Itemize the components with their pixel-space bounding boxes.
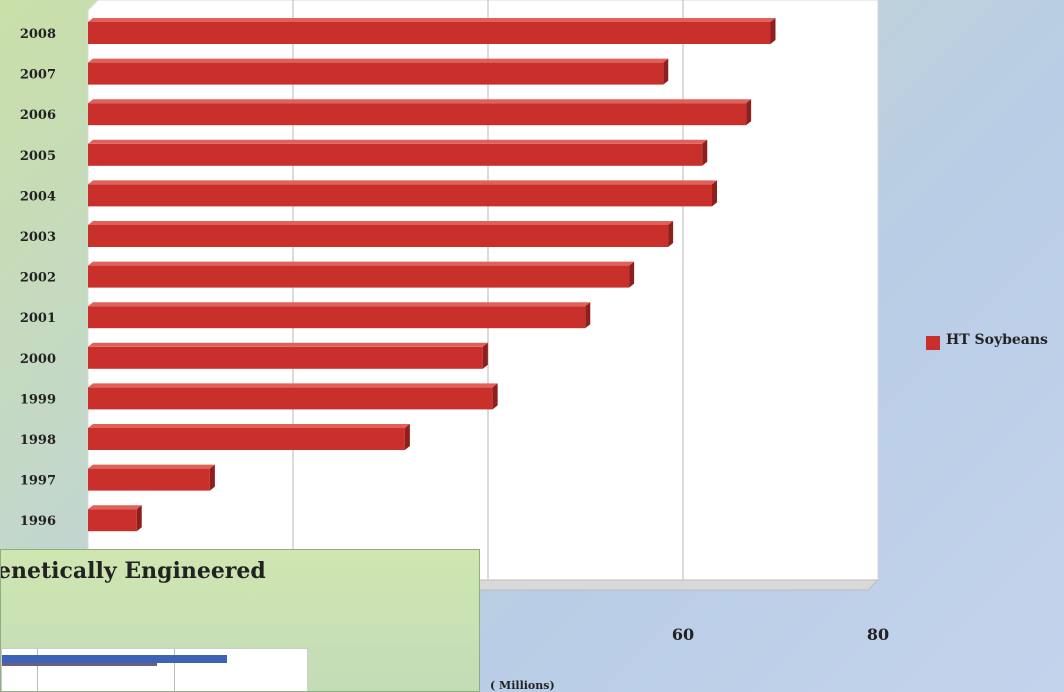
bar-top-face bbox=[88, 505, 142, 510]
x-axis-unit: ( Millions) bbox=[490, 679, 555, 692]
y-tick-label: 2006 bbox=[20, 108, 56, 123]
inset-chart: enetically Engineered bbox=[0, 549, 480, 692]
bar bbox=[88, 387, 493, 410]
bar bbox=[88, 184, 712, 207]
bar bbox=[88, 22, 771, 44]
bar-side-face bbox=[770, 18, 776, 44]
bar-top-face bbox=[88, 342, 488, 347]
legend-label: HT Soybeans bbox=[946, 332, 1048, 348]
legend: HT Soybeans bbox=[926, 330, 1048, 350]
bar bbox=[88, 428, 405, 450]
y-tick-labels: 2008 2007 2006 2005 2004 2003 2002 2001 2000 1999… bbox=[20, 27, 56, 529]
plot-area bbox=[86, 0, 880, 591]
bar-top-face bbox=[88, 221, 674, 225]
y-tick-label: 2008 bbox=[20, 27, 56, 42]
bar-side-face bbox=[404, 424, 410, 450]
bar bbox=[88, 103, 747, 126]
bar-side-face bbox=[482, 342, 488, 369]
y-tick-label: 2000 bbox=[20, 352, 56, 367]
bar-top-face bbox=[88, 99, 752, 104]
y-tick-label: 2007 bbox=[20, 68, 56, 83]
y-tick-label: 1999 bbox=[20, 392, 56, 407]
y-tick-label: 1996 bbox=[20, 514, 56, 529]
inset-gridline bbox=[174, 649, 175, 691]
bar-top-face bbox=[88, 383, 498, 388]
y-tick-label: 2003 bbox=[20, 230, 56, 245]
x-tick-label: 80 bbox=[867, 625, 889, 644]
bar-top-face bbox=[88, 302, 591, 307]
bar-side-face bbox=[492, 383, 498, 410]
bar bbox=[88, 265, 630, 288]
bar-top-face bbox=[88, 464, 215, 469]
y-tick-label: 1998 bbox=[20, 433, 56, 448]
bar bbox=[88, 509, 137, 532]
bar-side-face bbox=[629, 261, 635, 288]
bar-side-face bbox=[702, 139, 708, 166]
bar-side-face bbox=[668, 221, 674, 247]
x-tick-label: 60 bbox=[672, 625, 694, 644]
bar bbox=[88, 468, 210, 491]
y-tick-label: 1997 bbox=[20, 474, 56, 489]
y-tick-label: 2005 bbox=[20, 149, 56, 164]
inset-title: enetically Engineered bbox=[0, 558, 266, 584]
bar-top-face bbox=[88, 261, 635, 266]
bar bbox=[88, 143, 703, 166]
inset-gridline bbox=[37, 649, 38, 691]
bar-top-face bbox=[88, 58, 669, 63]
bar-top-face bbox=[88, 180, 717, 185]
bar-side-face bbox=[663, 58, 669, 85]
bar-side-face bbox=[136, 505, 142, 532]
bar-side-face bbox=[209, 464, 215, 491]
bar-top-face bbox=[88, 424, 410, 428]
bar bbox=[88, 346, 483, 369]
bar-side-face bbox=[712, 180, 717, 207]
inset-bar-secondary bbox=[2, 663, 157, 666]
bar bbox=[88, 62, 664, 85]
y-tick-label: 2004 bbox=[20, 189, 56, 204]
bar-side-face bbox=[585, 302, 591, 329]
legend-swatch bbox=[926, 336, 940, 350]
bar bbox=[88, 225, 669, 247]
inset-plot bbox=[1, 648, 308, 691]
plot-background bbox=[87, 0, 879, 591]
inset-bar bbox=[2, 655, 227, 663]
bars bbox=[88, 18, 776, 532]
bar-top-face bbox=[88, 139, 708, 144]
y-tick-label: 2001 bbox=[20, 311, 56, 326]
y-tick-label: 2002 bbox=[20, 271, 56, 286]
x-tick-labels: 60 80 bbox=[672, 625, 889, 644]
bar-side-face bbox=[746, 99, 752, 126]
bar bbox=[88, 306, 586, 329]
bar-top-face bbox=[88, 18, 776, 22]
